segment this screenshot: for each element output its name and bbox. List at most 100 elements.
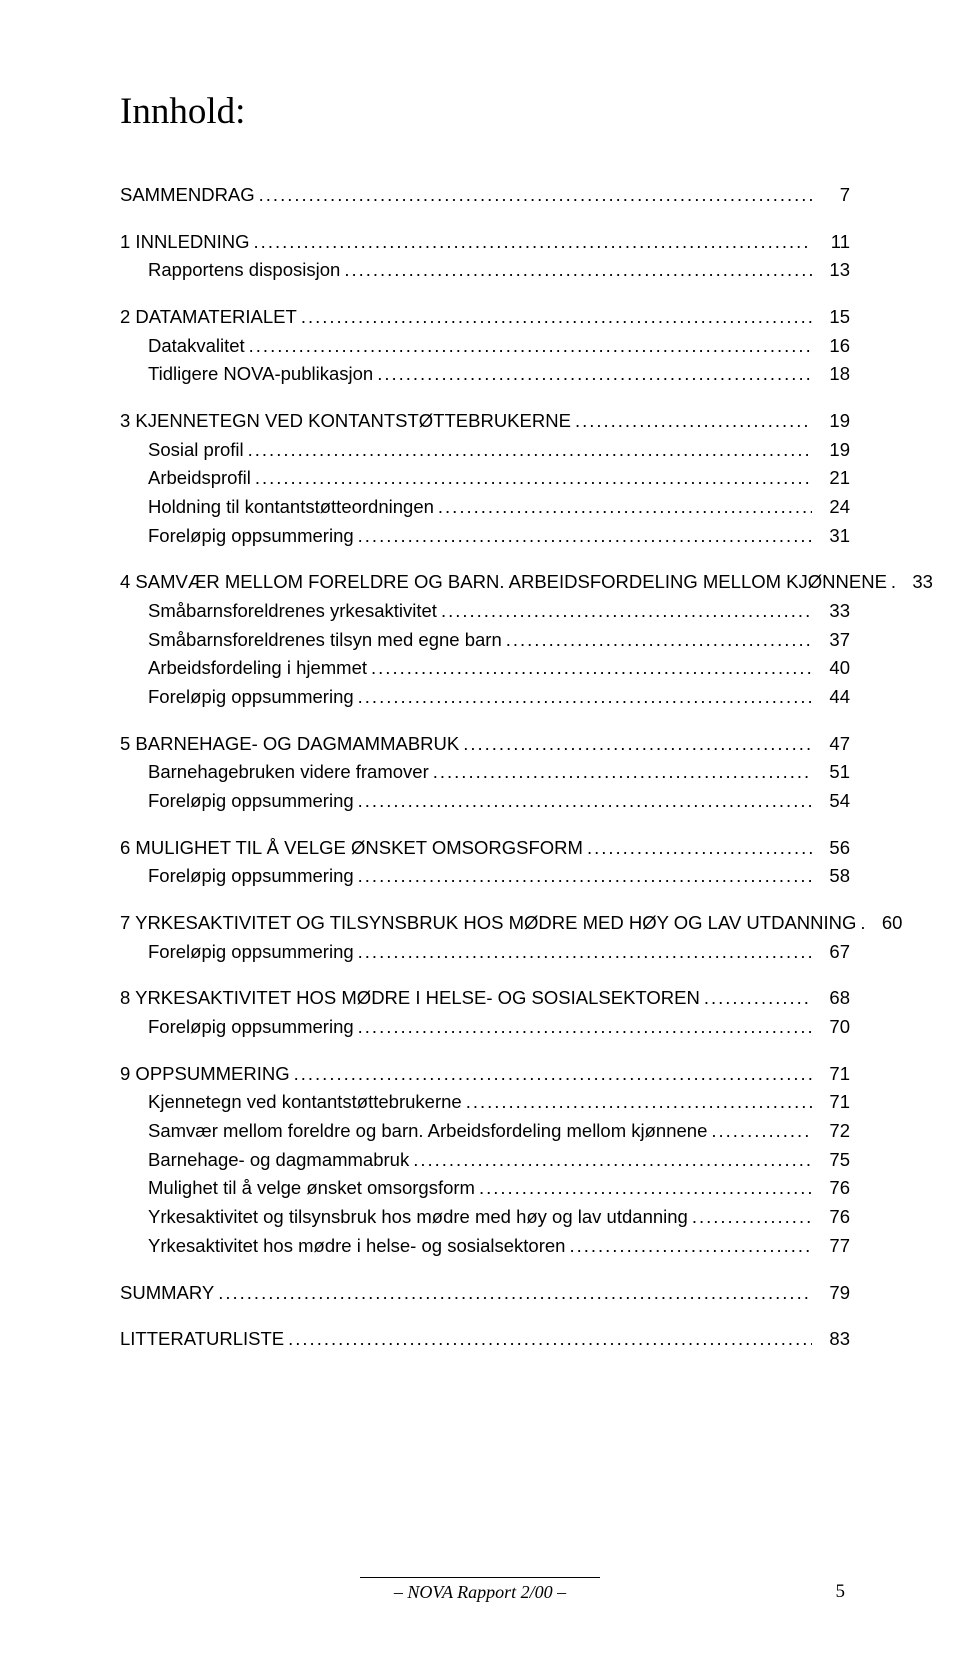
toc-leader-dots [250, 228, 812, 257]
toc-page-number: 70 [812, 1013, 850, 1042]
toc-subentry: Foreløpig oppsummering58 [120, 862, 850, 891]
toc-leader-dots [340, 256, 812, 285]
toc-gap [120, 1261, 850, 1279]
toc-section: 4 SAMVÆR MELLOM FORELDRE OG BARN. ARBEID… [120, 568, 850, 597]
toc-gap [120, 712, 850, 730]
toc-gap [120, 1042, 850, 1060]
toc-page-number: 58 [812, 862, 850, 891]
toc-page-number: 47 [812, 730, 850, 759]
toc-subentry: Kjennetegn ved kontantstøttebrukerne71 [120, 1088, 850, 1117]
toc-page-number: 16 [812, 332, 850, 361]
toc-subentry: Foreløpig oppsummering44 [120, 683, 850, 712]
toc-subentry: Foreløpig oppsummering 70 [120, 1013, 850, 1042]
toc-page-number: 15 [812, 303, 850, 332]
toc-label: SUMMARY [120, 1279, 214, 1308]
toc-page-number: 76 [812, 1203, 850, 1232]
toc-label: 8 YRKESAKTIVITET HOS MØDRE I HELSE- OG S… [120, 984, 700, 1013]
toc-gap [120, 1307, 850, 1325]
toc-section: 5 BARNEHAGE- OG DAGMAMMABRUK 47 [120, 730, 850, 759]
toc-page-number: 33 [812, 597, 850, 626]
toc-label: Samvær mellom foreldre og barn. Arbeidsf… [148, 1117, 707, 1146]
toc-page-number: 83 [812, 1325, 850, 1354]
toc-section: 3 KJENNETEGN VED KONTANTSTØTTEBRUKERNE19 [120, 407, 850, 436]
toc-leader-dots [245, 332, 812, 361]
toc-label: Tidligere NOVA-publikasjon [148, 360, 373, 389]
toc-page-number: 13 [812, 256, 850, 285]
toc-subentry: Datakvalitet 16 [120, 332, 850, 361]
toc-subentry: Mulighet til å velge ønsket omsorgsform7… [120, 1174, 850, 1203]
toc-label: SAMMENDRAG [120, 181, 255, 210]
toc-leader-dots [887, 568, 895, 597]
toc-gap [120, 389, 850, 407]
toc-page-number: 54 [812, 787, 850, 816]
table-of-contents: SAMMENDRAG71 INNLEDNING11Rapportens disp… [120, 181, 850, 1354]
toc-page-number: 75 [812, 1146, 850, 1175]
toc-subentry: Yrkesaktivitet hos mødre i helse- og sos… [120, 1232, 850, 1261]
toc-label: 9 OPPSUMMERING [120, 1060, 290, 1089]
toc-section: 2 DATAMATERIALET 15 [120, 303, 850, 332]
toc-section: SAMMENDRAG 7 [120, 181, 850, 210]
toc-label: 2 DATAMATERIALET [120, 303, 297, 332]
toc-label: Rapportens disposisjon [148, 256, 340, 285]
toc-label: Foreløpig oppsummering [148, 1013, 354, 1042]
toc-page-number: 31 [812, 522, 850, 551]
toc-leader-dots [373, 360, 812, 389]
toc-label: Foreløpig oppsummering [148, 938, 354, 967]
toc-subentry: Arbeidsfordeling i hjemmet 40 [120, 654, 850, 683]
toc-page-number: 77 [812, 1232, 850, 1261]
toc-label: 6 MULIGHET TIL Å VELGE ØNSKET OMSORGSFOR… [120, 834, 583, 863]
toc-page-number: 11 [812, 228, 850, 257]
toc-leader-dots [409, 1146, 812, 1175]
toc-subentry: Tidligere NOVA-publikasjon 18 [120, 360, 850, 389]
toc-subentry: Foreløpig oppsummering 31 [120, 522, 850, 551]
toc-label: Sosial profil [148, 436, 244, 465]
toc-subentry: Yrkesaktivitet og tilsynsbruk hos mødre … [120, 1203, 850, 1232]
toc-label: Foreløpig oppsummering [148, 787, 354, 816]
toc-leader-dots [251, 464, 812, 493]
toc-leader-dots [367, 654, 812, 683]
toc-gap [120, 966, 850, 984]
toc-page-number: 56 [812, 834, 850, 863]
toc-leader-dots [354, 683, 812, 712]
toc-page-number: 7 [812, 181, 850, 210]
toc-leader-dots [688, 1203, 812, 1232]
toc-page-number: 24 [812, 493, 850, 522]
toc-page-number: 33 [895, 568, 933, 597]
toc-label: 4 SAMVÆR MELLOM FORELDRE OG BARN. ARBEID… [120, 568, 887, 597]
toc-leader-dots [700, 984, 812, 1013]
toc-leader-dots [354, 522, 812, 551]
toc-leader-dots [502, 626, 812, 655]
toc-label: Datakvalitet [148, 332, 245, 361]
toc-section: 1 INNLEDNING 11 [120, 228, 850, 257]
toc-label: 7 YRKESAKTIVITET OG TILSYNSBRUK HOS MØDR… [120, 909, 856, 938]
toc-section: 6 MULIGHET TIL Å VELGE ØNSKET OMSORGSFOR… [120, 834, 850, 863]
toc-gap [120, 285, 850, 303]
toc-label: Yrkesaktivitet og tilsynsbruk hos mødre … [148, 1203, 688, 1232]
toc-page-number: 44 [812, 683, 850, 712]
toc-page-number: 68 [812, 984, 850, 1013]
toc-gap [120, 816, 850, 834]
toc-page-number: 18 [812, 360, 850, 389]
toc-page-number: 40 [812, 654, 850, 683]
toc-label: Arbeidsfordeling i hjemmet [148, 654, 367, 683]
toc-leader-dots [354, 862, 812, 891]
toc-subentry: Rapportens disposisjon 13 [120, 256, 850, 285]
toc-page-number: 71 [812, 1060, 850, 1089]
toc-label: 5 BARNEHAGE- OG DAGMAMMABRUK [120, 730, 459, 759]
toc-subentry: Foreløpig oppsummering67 [120, 938, 850, 967]
toc-leader-dots [437, 597, 812, 626]
toc-subentry: Barnehagebruken videre framover51 [120, 758, 850, 787]
toc-label: 1 INNLEDNING [120, 228, 250, 257]
toc-label: Foreløpig oppsummering [148, 522, 354, 551]
toc-page-number: 51 [812, 758, 850, 787]
toc-leader-dots [571, 407, 812, 436]
toc-gap [120, 210, 850, 228]
toc-subentry: Småbarnsforeldrenes yrkesaktivitet33 [120, 597, 850, 626]
toc-label: Kjennetegn ved kontantstøttebrukerne [148, 1088, 462, 1117]
toc-label: 3 KJENNETEGN VED KONTANTSTØTTEBRUKERNE [120, 407, 571, 436]
toc-page-number: 21 [812, 464, 850, 493]
toc-leader-dots [214, 1279, 812, 1308]
toc-leader-dots [565, 1232, 812, 1261]
toc-section: SUMMARY79 [120, 1279, 850, 1308]
toc-leader-dots [856, 909, 864, 938]
